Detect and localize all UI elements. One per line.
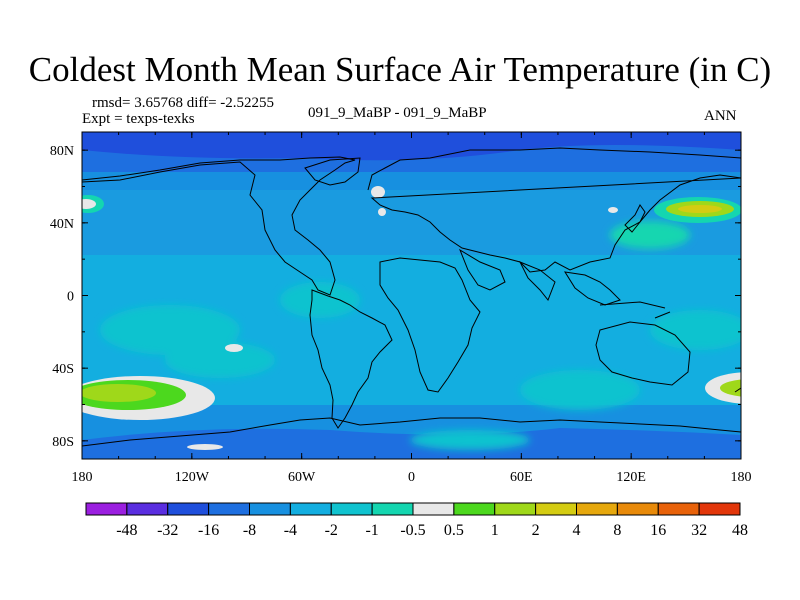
x-tick-label: 60E <box>510 470 533 485</box>
y-tick-label: 0 <box>67 290 74 305</box>
field-warm-anomalies <box>100 221 741 450</box>
temperature-field <box>82 132 741 459</box>
colorbar-label: 2 <box>532 522 540 539</box>
colorbar-swatch <box>371 502 414 516</box>
expt-text: Expt = texps-texks <box>82 111 195 127</box>
colorbar-swatch <box>494 502 537 516</box>
field-patch-south-indian <box>520 370 640 410</box>
field-patch-southeast-pacific <box>165 342 275 378</box>
colorbar-swatch <box>249 502 291 516</box>
colorbar-label: -32 <box>157 522 178 539</box>
colorbar: -48 -32 -16 -8 -4 -2 -1 -0.5 0.5 1 2 4 8 16 32 48 <box>85 502 748 539</box>
colorbar-swatch <box>453 502 496 516</box>
coastline-greenland <box>304 157 361 186</box>
colorbar-label: 16 <box>650 522 666 539</box>
coastline-new-zealand <box>734 387 741 393</box>
coastline-africa <box>379 257 481 393</box>
y-tick-label: 80N <box>50 144 74 159</box>
colorbar-swatch <box>698 502 741 516</box>
x-tick-label: 180 <box>72 470 93 485</box>
field-patch-antarctic-coast <box>410 430 530 450</box>
field-patch-west-pacific <box>650 310 741 350</box>
season-text: ANN <box>704 108 737 124</box>
colorbar-label: -0.5 <box>400 522 425 539</box>
colorbar-swatch <box>208 502 250 516</box>
coastline-japan <box>624 204 646 233</box>
y-tick-label: 40N <box>50 217 74 232</box>
field-spot-japan <box>608 207 618 213</box>
field-spot-southeast-pacific <box>225 344 243 352</box>
field-south-pacific-east-outer <box>705 372 741 404</box>
colorbar-swatch <box>535 502 577 516</box>
field-patch-tropical-atlantic <box>280 282 360 318</box>
colorbar-swatch <box>289 502 332 516</box>
field-antarctic-band <box>82 428 741 459</box>
field-south-pacific-east-inner <box>720 379 741 397</box>
colorbar-label: 0.5 <box>444 522 464 539</box>
colorbar-label: -8 <box>243 522 256 539</box>
colorbar-label: -48 <box>116 522 137 539</box>
colorbar-swatch <box>576 502 618 516</box>
colorbar-label: -16 <box>198 522 219 539</box>
colorbar-label: -1 <box>365 522 378 539</box>
coastlines <box>82 147 741 447</box>
coastline-north-america <box>82 156 356 296</box>
y-axis: 80N 40N 0 40S 80S <box>50 144 741 450</box>
colorbar-swatch <box>85 502 128 516</box>
field-north-pacific-east-core <box>678 205 722 213</box>
field-arctic-core <box>82 132 741 161</box>
field-south-pacific-inner <box>82 384 156 402</box>
field-spot-mediterranean <box>378 208 386 216</box>
colorbar-label: 4 <box>573 522 581 539</box>
field-spot-europe <box>371 186 385 198</box>
x-tick-label: 120E <box>616 470 646 485</box>
coastline-india <box>518 261 556 301</box>
colorbar-swatch <box>616 502 659 516</box>
x-axis: 180 120W 60W 0 60E 120E 180 <box>72 132 752 485</box>
colorbar-label: 48 <box>732 522 748 539</box>
x-tick-label: 120W <box>175 470 210 485</box>
colorbar-label: 8 <box>613 522 621 539</box>
field-patch-east-pacific <box>100 305 240 355</box>
colorbar-swatch <box>126 502 169 516</box>
coastline-southeast-asia <box>564 271 621 306</box>
colorbar-label: 32 <box>691 522 707 539</box>
field-spot-ross-sea <box>187 444 223 450</box>
coastline-australia <box>595 321 691 386</box>
case-text: 091_9_MaBP - 091_9_MaBP <box>308 105 487 121</box>
colorbar-label: -2 <box>325 522 338 539</box>
field-patch-northwest-pacific <box>610 221 690 249</box>
coastline-arabia <box>458 248 506 291</box>
colorbar-swatch <box>167 502 210 516</box>
colorbar-swatch <box>330 502 373 516</box>
coastline-europe-asia <box>367 147 741 273</box>
y-tick-label: 80S <box>52 435 74 450</box>
x-tick-label: 180 <box>731 470 752 485</box>
coastline-antarctica <box>82 417 741 447</box>
colorbar-swatch <box>657 502 700 516</box>
colorbar-label: -4 <box>284 522 297 539</box>
stats-text: rmsd= 3.65768 diff= -2.52255 <box>92 95 275 111</box>
coastline-indonesia <box>599 301 671 319</box>
x-tick-label: 60W <box>288 470 316 485</box>
chart-title: Coldest Month Mean Surface Air Temperatu… <box>28 50 772 89</box>
field-north-pacific-west-core <box>82 199 96 209</box>
x-tick-label: 0 <box>408 470 415 485</box>
y-tick-label: 40S <box>52 362 74 377</box>
coastline-south-america <box>309 289 393 429</box>
colorbar-label: 1 <box>491 522 499 539</box>
colorbar-swatch <box>412 502 455 516</box>
